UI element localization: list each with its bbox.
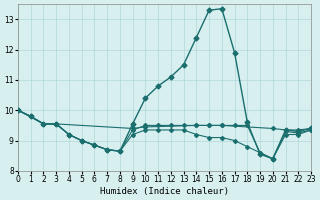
X-axis label: Humidex (Indice chaleur): Humidex (Indice chaleur): [100, 187, 229, 196]
